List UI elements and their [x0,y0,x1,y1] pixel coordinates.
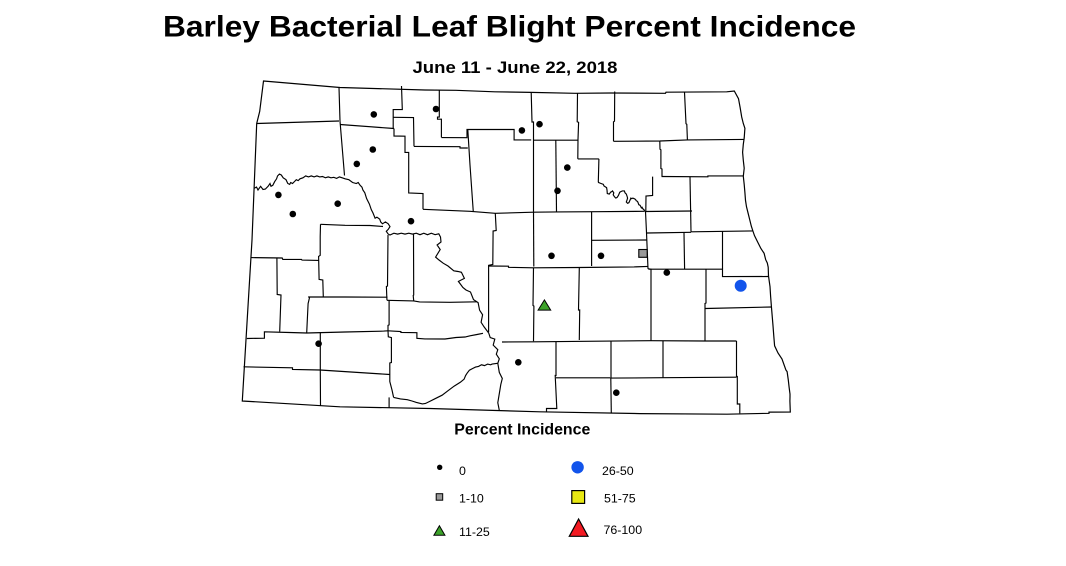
svg-text:51-75: 51-75 [604,491,636,505]
svg-text:Barley Bacterial Leaf Blight P: Barley Bacterial Leaf Blight Percent Inc… [163,11,856,44]
svg-text:0: 0 [459,464,466,478]
svg-text:76-100: 76-100 [604,523,643,537]
svg-text:11-25: 11-25 [459,525,490,539]
svg-text:Percent Incidence: Percent Incidence [454,422,590,439]
svg-text:1-10: 1-10 [459,491,484,505]
svg-text:June 11 - June 22, 2018: June 11 - June 22, 2018 [413,58,618,77]
svg-text:26-50: 26-50 [602,464,634,478]
